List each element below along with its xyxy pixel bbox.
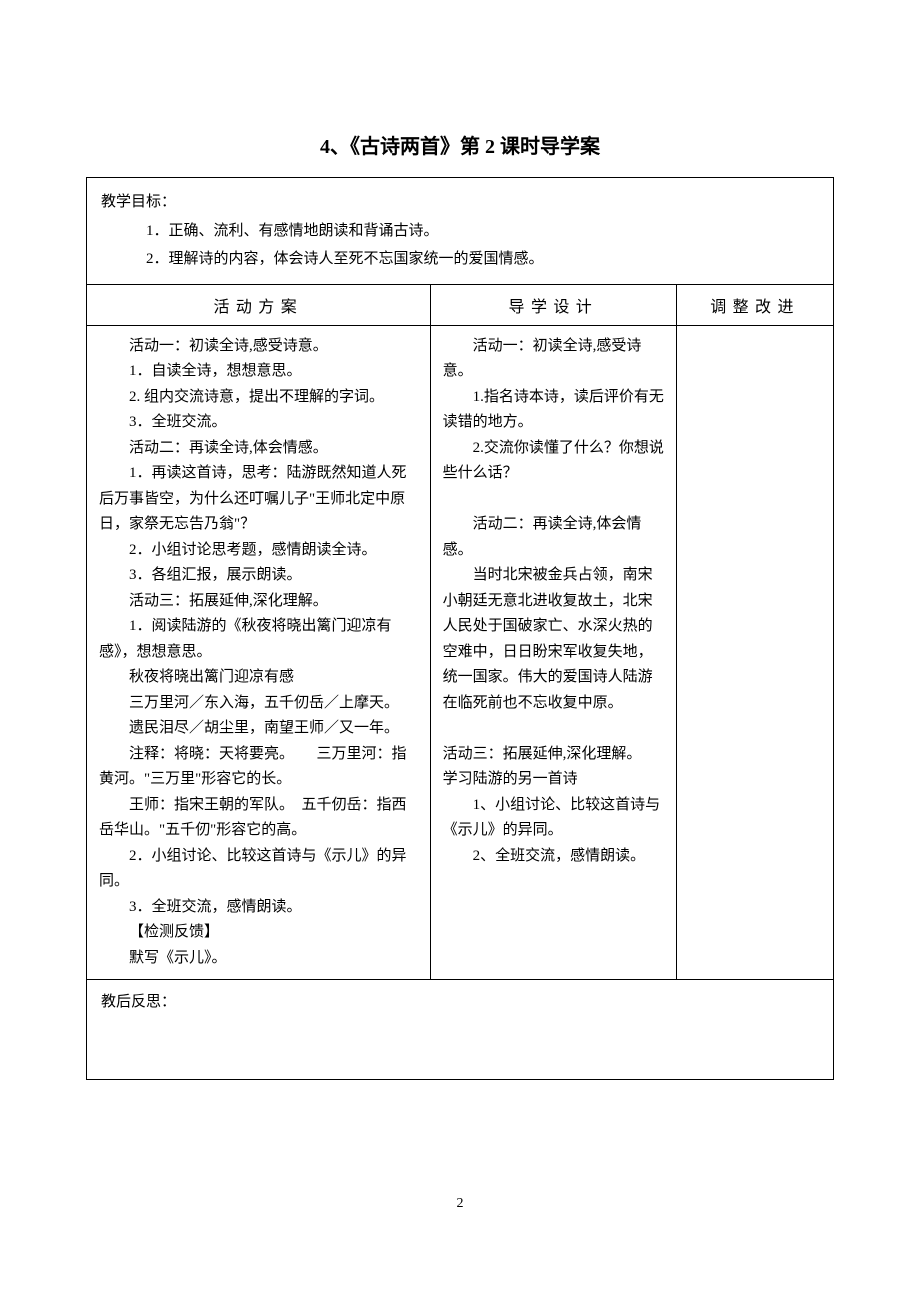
header-activity-plan: 活动方案 <box>87 284 431 325</box>
text-line: 3．各组汇报，展示朗读。 <box>99 563 418 589</box>
text-line: 活动一：初读全诗,感受诗意。 <box>99 334 418 360</box>
text-line: 2．小组讨论思考题，感情朗读全诗。 <box>99 538 418 564</box>
lesson-plan-table: 教学目标： 1．正确、流利、有感情地朗读和背诵古诗。 2．理解诗的内容，体会诗人… <box>86 177 834 1080</box>
goals-cell: 教学目标： 1．正确、流利、有感情地朗读和背诵古诗。 2．理解诗的内容，体会诗人… <box>87 178 834 285</box>
text-line: 王师：指宋王朝的军队。 五千仞岳：指西岳华山。"五千仞"形容它的高。 <box>99 793 418 844</box>
page-title: 4、《古诗两首》第 2 课时导学案 <box>86 130 834 159</box>
goal-item: 1．正确、流利、有感情地朗读和背诵古诗。 <box>101 217 819 246</box>
text-line: 秋夜将晓出篱门迎凉有感 <box>99 665 418 691</box>
text-line: 3．全班交流。 <box>99 410 418 436</box>
text-line: 2．小组讨论、比较这首诗与《示儿》的异同。 <box>99 844 418 895</box>
header-guide-design: 导学设计 <box>430 284 677 325</box>
text-line: 1．阅读陆游的《秋夜将晓出篱门迎凉有感》，想想意思。 <box>99 614 418 665</box>
text-line: 活动二：再读全诗,体会情感。 <box>99 436 418 462</box>
text-line: 活动三：拓展延伸,深化理解。 <box>99 589 418 615</box>
text-line: 活动二：再读全诗,体会情感。 <box>443 512 665 563</box>
header-adjustment: 调整改进 <box>677 284 834 325</box>
text-line: 活动三：拓展延伸,深化理解。 <box>443 742 665 768</box>
adjustment-content <box>677 325 834 980</box>
text-line: 2. 组内交流诗意，提出不理解的字词。 <box>99 385 418 411</box>
text-line: 学习陆游的另一首诗 <box>443 767 665 793</box>
text-line: 1、小组讨论、比较这首诗与《示儿》的异同。 <box>443 793 665 844</box>
goals-label: 教学目标： <box>101 188 819 217</box>
text-line: 【检测反馈】 <box>99 920 418 946</box>
text-line: 1.指名诗本诗，读后评价有无读错的地方。 <box>443 385 665 436</box>
text-line: 2、全班交流，感情朗读。 <box>443 844 665 870</box>
reflection-label: 教后反思： <box>101 994 176 1010</box>
page-number: 2 <box>0 1196 920 1212</box>
text-line: 2.交流你读懂了什么？你想说些什么话？ <box>443 436 665 487</box>
text-line: 遗民泪尽／胡尘里，南望王师／又一年。 <box>99 716 418 742</box>
reflection-cell: 教后反思： <box>87 980 834 1080</box>
text-line: 注释：将晓：天将要亮。 三万里河：指黄河。"三万里"形容它的长。 <box>99 742 418 793</box>
text-line: 默写《示儿》。 <box>99 946 418 972</box>
activity-plan-content: 活动一：初读全诗,感受诗意。 1．自读全诗，想想意思。 2. 组内交流诗意，提出… <box>87 325 431 980</box>
text-line: 1．再读这首诗，思考：陆游既然知道人死后万事皆空，为什么还叮嘱儿子"王师北定中原… <box>99 461 418 538</box>
text-line: 1．自读全诗，想想意思。 <box>99 359 418 385</box>
text-line: 活动一：初读全诗,感受诗意。 <box>443 334 665 385</box>
text-line: 当时北宋被金兵占领，南宋小朝廷无意北进收复故土，北宋人民处于国破家亡、水深火热的… <box>443 563 665 716</box>
text-line: 三万里河／东入海，五千仞岳／上摩天。 <box>99 691 418 717</box>
goal-item: 2．理解诗的内容，体会诗人至死不忘国家统一的爱国情感。 <box>101 245 819 274</box>
text-line: 3．全班交流，感情朗读。 <box>99 895 418 921</box>
guide-design-content: 活动一：初读全诗,感受诗意。 1.指名诗本诗，读后评价有无读错的地方。 2.交流… <box>430 325 677 980</box>
